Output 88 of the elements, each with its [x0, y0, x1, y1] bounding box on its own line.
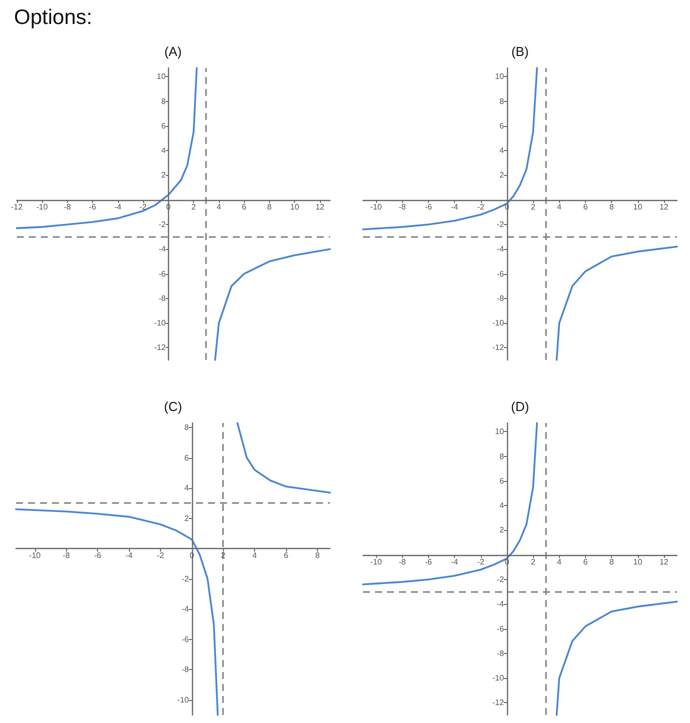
x-tick-label: -12 — [11, 202, 24, 212]
x-tick-label: -10 — [370, 202, 382, 212]
x-tick-label: 4 — [216, 202, 222, 212]
y-tick-label: -4 — [182, 604, 190, 614]
x-tick-label: 2 — [191, 202, 196, 212]
y-tick-label: -6 — [182, 634, 190, 644]
x-tick-label: -6 — [88, 202, 97, 212]
x-tick-label: 10 — [633, 557, 643, 566]
y-tick-label: 4 — [184, 484, 190, 493]
y-tick-label: 4 — [161, 146, 166, 156]
x-tick-label: -8 — [398, 202, 406, 212]
y-tick-label: -10 — [492, 674, 504, 683]
y-tick-label: -8 — [496, 294, 504, 303]
x-tick-label: 6 — [583, 202, 588, 212]
y-tick-label: -8 — [158, 294, 166, 303]
x-tick-label: -6 — [94, 551, 102, 560]
y-tick-label: -2 — [182, 574, 190, 584]
x-tick-label: -4 — [451, 202, 459, 212]
x-tick-label: 6 — [242, 202, 247, 212]
x-tick-label: 10 — [633, 202, 643, 212]
y-tick-label: -2 — [158, 220, 166, 229]
y-tick-label: 8 — [499, 452, 504, 461]
y-tick-label: 6 — [161, 121, 166, 130]
x-tick-label: -8 — [62, 551, 70, 560]
x-tick-label: 4 — [557, 557, 562, 566]
x-tick-label: 8 — [609, 557, 614, 566]
x-tick-label: -2 — [477, 202, 485, 212]
y-tick-label: 8 — [499, 96, 504, 106]
x-tick-label: -10 — [29, 551, 42, 560]
y-tick-label: -12 — [154, 343, 166, 352]
y-tick-label: 2 — [184, 514, 190, 523]
y-tick-label: 10 — [495, 427, 504, 436]
x-tick-label: 4 — [557, 202, 562, 212]
x-tick-label: 10 — [290, 202, 300, 212]
y-tick-label: -10 — [154, 318, 166, 328]
x-tick-label: 2 — [530, 202, 536, 212]
chart-title: (B) — [511, 44, 529, 59]
chart-title: (D) — [510, 399, 530, 414]
x-tick-label: 4 — [252, 551, 258, 560]
x-tick-label: 8 — [609, 202, 614, 212]
x-tick-label: 2 — [530, 557, 536, 566]
y-tick-label: 4 — [499, 146, 504, 156]
y-tick-label: -10 — [492, 318, 504, 328]
x-tick-label: -4 — [114, 202, 122, 212]
x-tick-label: -10 — [36, 202, 48, 212]
y-tick-label: -4 — [158, 244, 166, 254]
y-tick-label: -6 — [496, 269, 504, 278]
x-tick-label: -4 — [451, 557, 459, 566]
x-tick-label: 8 — [315, 551, 320, 560]
x-tick-label: 12 — [659, 202, 669, 212]
x-tick-label: -6 — [424, 557, 433, 566]
y-tick-label: -12 — [492, 343, 504, 352]
y-tick-label: -6 — [496, 624, 504, 634]
y-tick-label: 2 — [161, 170, 166, 180]
x-tick-label: -2 — [477, 557, 485, 566]
text: Options: — [14, 6, 92, 30]
y-tick-label: -8 — [496, 648, 504, 658]
chart-title: (A) — [164, 44, 182, 59]
y-tick-label: -10 — [177, 695, 190, 704]
x-tick-label: 12 — [659, 557, 669, 566]
x-tick-label: 12 — [315, 202, 325, 212]
y-tick-label: 10 — [495, 72, 504, 82]
x-tick-label: -4 — [125, 551, 134, 560]
y-tick-label: 6 — [184, 453, 190, 462]
y-tick-label: -6 — [158, 269, 166, 278]
x-tick-label: 6 — [284, 551, 289, 560]
y-tick-label: 6 — [499, 476, 504, 486]
y-tick-label: -12 — [492, 698, 504, 708]
y-tick-label: -8 — [182, 665, 190, 674]
y-tick-label: 8 — [161, 96, 166, 106]
y-tick-label: 8 — [184, 423, 190, 432]
y-tick-label: 2 — [499, 526, 504, 535]
x-tick-label: -6 — [424, 202, 433, 212]
y-tick-label: 6 — [499, 121, 504, 130]
y-tick-label: 4 — [499, 501, 504, 510]
x-tick-label: -2 — [140, 202, 148, 212]
x-tick-label: 8 — [267, 202, 272, 212]
x-tick-label: 6 — [583, 557, 588, 566]
chart-title: (C) — [164, 399, 182, 414]
y-tick-label: 2 — [499, 170, 504, 180]
x-tick-label: -8 — [64, 202, 72, 212]
x-tick-label: -10 — [370, 557, 382, 566]
y-tick-label: -2 — [496, 574, 504, 584]
y-tick-label: 10 — [156, 72, 166, 82]
y-tick-label: -2 — [496, 220, 504, 229]
x-tick-label: -8 — [398, 557, 406, 566]
y-tick-label: -4 — [496, 600, 504, 609]
y-tick-label: -4 — [496, 244, 504, 254]
